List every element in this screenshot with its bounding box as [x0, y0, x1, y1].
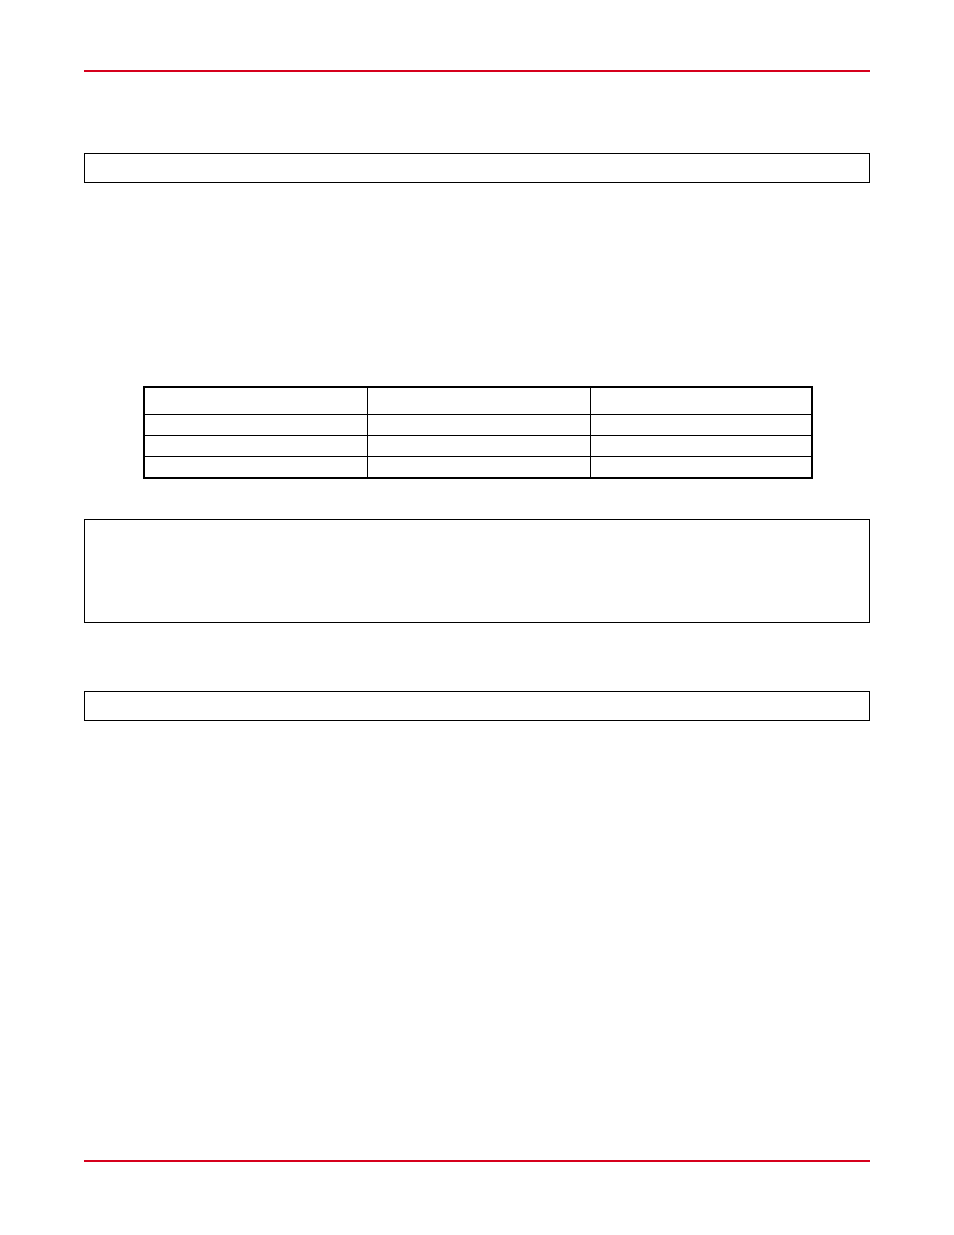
box-b: [84, 519, 870, 623]
box-c: [84, 691, 870, 721]
table-cell: [590, 415, 812, 436]
table-row: [144, 457, 812, 479]
header-rule: [84, 70, 870, 72]
data-table: [143, 386, 813, 479]
table-header-cell: [590, 387, 812, 415]
footer-rule: [84, 1160, 870, 1162]
table-cell: [144, 436, 367, 457]
table-row: [144, 436, 812, 457]
table-cell: [144, 457, 367, 479]
box-a: [84, 153, 870, 183]
table-cell: [590, 457, 812, 479]
table-cell: [144, 415, 367, 436]
table-cell: [590, 436, 812, 457]
table-header-row: [144, 387, 812, 415]
table-cell: [367, 457, 590, 479]
table-row: [144, 415, 812, 436]
table-cell: [367, 436, 590, 457]
table-header-cell: [144, 387, 367, 415]
table-header-cell: [367, 387, 590, 415]
table-cell: [367, 415, 590, 436]
